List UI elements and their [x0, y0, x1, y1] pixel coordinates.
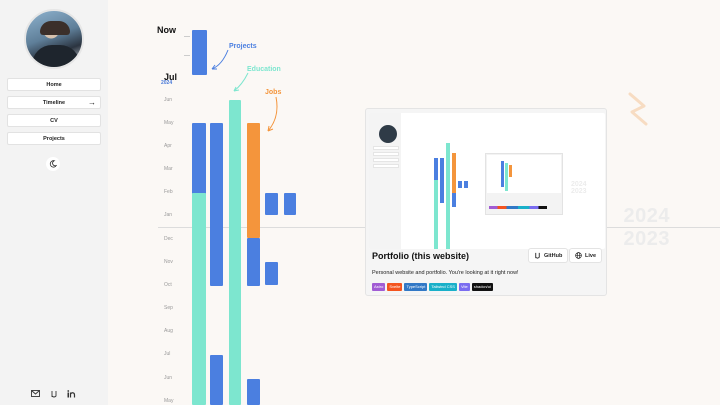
education-bar[interactable]	[192, 193, 206, 405]
project-bar[interactable]	[247, 238, 260, 286]
globe-icon	[575, 252, 582, 259]
github-button-label: GitHub	[544, 252, 563, 259]
month-label: Sep	[164, 305, 173, 311]
live-button[interactable]: Live	[569, 248, 603, 263]
avatar-hair	[40, 21, 70, 35]
avatar-body	[32, 45, 80, 67]
education-category-label: Education	[247, 66, 281, 73]
year-divider-lower: 2023	[623, 228, 670, 250]
nav-cv-button[interactable]: CV	[7, 114, 101, 127]
project-title: Portfolio (this website)	[372, 251, 470, 261]
tick	[184, 55, 190, 56]
month-label: Jul	[164, 351, 171, 357]
project-screenshot: 2024 2023	[369, 113, 605, 249]
job-bar[interactable]	[247, 123, 260, 238]
nav-home-label: Home	[46, 81, 62, 88]
jobs-category-label: Jobs	[265, 89, 282, 96]
month-label: Feb	[164, 189, 173, 195]
tag-shadcn: shadcn/ui	[471, 283, 493, 291]
category-arrows	[211, 49, 278, 132]
timeline-now-label: Now	[157, 25, 176, 35]
mail-link[interactable]	[31, 389, 40, 398]
github-icon	[51, 390, 56, 397]
month-label: Aug	[164, 328, 173, 334]
month-label: Nov	[164, 259, 173, 265]
nav-projects-button[interactable]: Projects	[7, 132, 101, 145]
timeline-jul-label: Jul	[164, 72, 178, 82]
month-label: Apr	[164, 143, 172, 149]
project-bar[interactable]	[265, 262, 278, 285]
month-label: Dec	[164, 236, 173, 242]
month-label: Mar	[164, 166, 173, 172]
github-button[interactable]: GitHub	[528, 248, 569, 263]
project-bar[interactable]	[284, 193, 296, 215]
nav-cv-label: CV	[50, 117, 58, 124]
mail-icon	[31, 390, 40, 397]
nav-home-button[interactable]: Home	[7, 78, 101, 91]
github-icon	[535, 252, 540, 259]
project-bar[interactable]	[210, 123, 223, 286]
education-bar[interactable]	[229, 100, 241, 405]
project-bar[interactable]	[192, 30, 207, 75]
tag-typescript: TypeScript	[404, 283, 428, 291]
month-label: Jun	[164, 97, 173, 103]
project-preview-card[interactable]: 2024 2023 Portfolio (this website) GitHub…	[365, 108, 607, 296]
tag-tailwind: Tailwind CSS	[429, 283, 457, 291]
year-divider-upper: 2024	[623, 205, 670, 227]
project-bar[interactable]	[247, 379, 260, 405]
linkedin-icon	[67, 389, 76, 397]
timeline-year-label: 2024	[161, 80, 173, 86]
nav-timeline-button[interactable]: Timeline →	[7, 96, 101, 109]
tech-tags: Astro Svelte TypeScript Tailwind CSS Vit…	[372, 283, 493, 291]
month-label: May	[164, 398, 174, 404]
month-label: Jan	[164, 212, 173, 218]
tag-astro: Astro	[372, 283, 386, 291]
theme-toggle-button[interactable]	[46, 157, 60, 171]
tick	[184, 36, 190, 37]
nav-projects-label: Projects	[43, 135, 65, 142]
github-link[interactable]	[49, 389, 58, 398]
project-bar[interactable]	[210, 355, 223, 405]
moon-icon	[49, 160, 57, 168]
arrow-right-icon: →	[88, 98, 96, 107]
sidebar: Home Timeline → CV Projects	[0, 0, 108, 405]
project-bar[interactable]	[192, 123, 206, 194]
nav-timeline-label: Timeline	[42, 99, 66, 106]
avatar	[24, 9, 84, 69]
month-label: Oct	[164, 282, 172, 288]
sparkle-decoration-icon	[628, 92, 648, 126]
linkedin-link[interactable]	[67, 389, 76, 398]
project-description: Personal website and portfolio. You're l…	[372, 270, 519, 276]
project-bar[interactable]	[265, 193, 278, 215]
month-label: Jun	[164, 375, 173, 381]
month-label: May	[164, 120, 174, 126]
live-button-label: Live	[585, 252, 597, 259]
projects-category-label: Projects	[229, 43, 257, 50]
tag-vite: Vite	[458, 283, 470, 291]
tag-svelte: Svelte	[387, 283, 403, 291]
timeline: 2024 2023 Now Jul 2024 Jun May Apr Mar F…	[108, 0, 720, 405]
